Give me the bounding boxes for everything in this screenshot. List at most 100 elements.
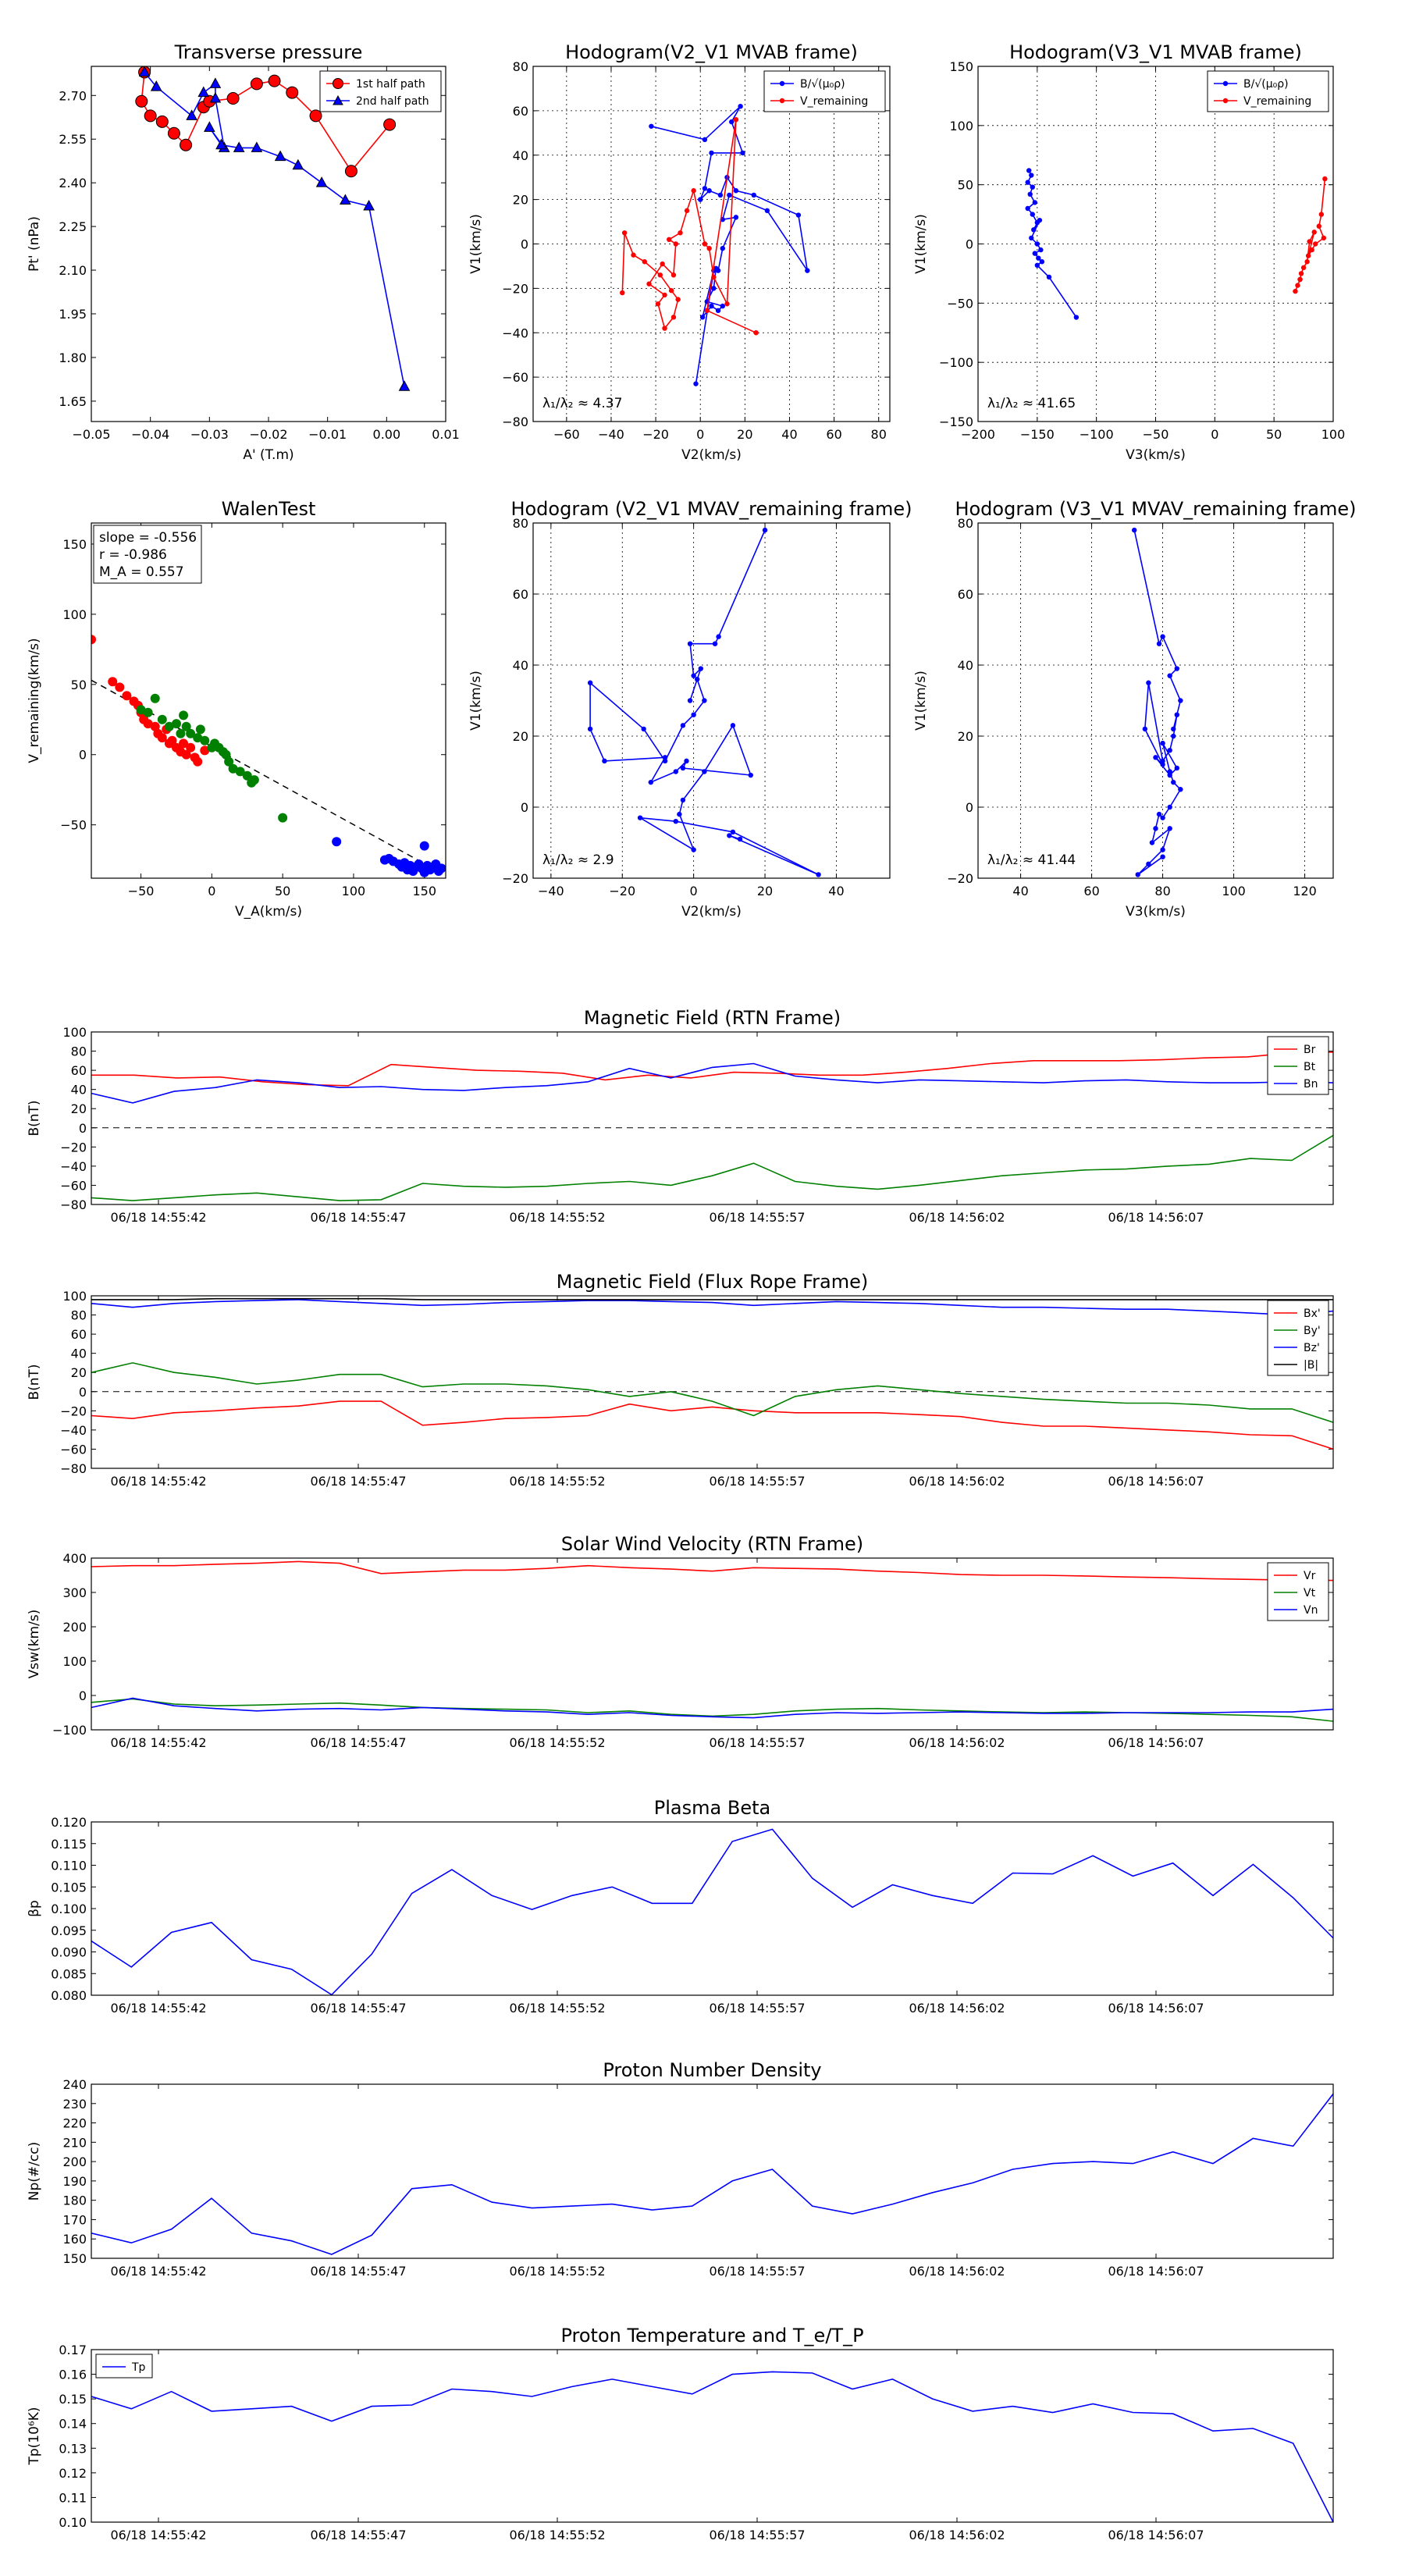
data-point (1167, 769, 1172, 774)
data-point (691, 847, 696, 852)
y-tick-label: 50 (958, 178, 973, 193)
y-tick-label: 0 (966, 800, 973, 815)
y-tick-label: 2.40 (59, 176, 87, 190)
legend-marker (1222, 80, 1229, 87)
axes-frame (977, 66, 1334, 422)
x-tick-label: 06/18 14:55:42 (110, 2528, 206, 2542)
data-point (1300, 265, 1307, 271)
plot-area (91, 1828, 1333, 1995)
x-tick-label: 06/18 14:56:02 (909, 2528, 1005, 2542)
data-point (436, 863, 446, 873)
x-tick-label: 06/18 14:56:02 (909, 1735, 1005, 1750)
stats-line: M_A = 0.557 (99, 564, 184, 580)
y-tick-label: 100 (62, 1289, 87, 1304)
x-tick-label: 100 (1222, 884, 1246, 898)
plot-area (91, 1297, 1333, 1450)
data-point (108, 677, 118, 687)
y-tick-label: 60 (958, 587, 973, 602)
chart-title: Magnetic Field (RTN Frame) (584, 1007, 841, 1029)
y-tick-label: 0.15 (59, 2392, 87, 2407)
data-point (1160, 854, 1165, 859)
y-tick-label: 0 (79, 1688, 87, 1703)
data-point (419, 841, 429, 851)
data-point (706, 245, 712, 251)
y-tick-label: 20 (958, 729, 973, 744)
eigenvalue-ratio: λ₁/λ₂ ≈ 41.44 (987, 852, 1076, 868)
data-point (720, 303, 725, 309)
data-point (363, 199, 375, 211)
data-point (646, 281, 652, 286)
data-point (150, 80, 162, 91)
data-point (221, 749, 231, 760)
transverse-pressure-panel: Transverse pressure 1.65 1.80 1.95 2.10 2.25 2… (27, 41, 460, 463)
data-point (1295, 283, 1300, 288)
data-point (180, 138, 193, 151)
x-tick-label: −20 (609, 884, 635, 898)
legend-label: Bn (1304, 1078, 1318, 1091)
data-point (1167, 804, 1172, 810)
data-point (662, 326, 667, 331)
data-point (711, 274, 717, 280)
x-tick-label: −50 (128, 884, 155, 898)
data-point (1156, 641, 1162, 646)
data-point (709, 150, 714, 156)
data-point (1171, 779, 1176, 785)
data-point (602, 758, 607, 764)
legend-label: 2nd half path (356, 95, 429, 108)
data-point (655, 301, 661, 307)
x-tick-label: −0.01 (308, 427, 347, 442)
x-tick-label: −60 (553, 427, 580, 442)
data-point (398, 380, 411, 391)
legend: Vr Vt Vn (1267, 1562, 1329, 1621)
x-tick-label: 06/18 14:55:52 (509, 1735, 605, 1750)
data-point (242, 770, 252, 781)
legend-label: Bz' (1304, 1342, 1320, 1354)
data-point (1174, 712, 1180, 717)
x-axis-label: A' (T.m) (243, 447, 293, 463)
axes-frame (91, 66, 446, 422)
data-point (702, 137, 708, 143)
legend-label: Br (1304, 1044, 1316, 1056)
legend-label: 1st half path (356, 78, 425, 91)
eigenvalue-ratio: λ₁/λ₂ ≈ 4.37 (542, 396, 622, 411)
x-tick-label: 120 (1293, 884, 1317, 898)
data-point (1146, 680, 1151, 685)
x-tick-label: 06/18 14:55:57 (709, 1735, 805, 1750)
data-point (143, 707, 153, 717)
data-point (1029, 173, 1034, 178)
y-tick-label: 0 (966, 237, 973, 252)
y-tick-label: 80 (513, 59, 528, 74)
y-tick-label: −60 (502, 370, 528, 385)
data-point (1322, 176, 1328, 182)
data-point (662, 755, 668, 760)
legend-label: Bt (1304, 1061, 1316, 1073)
data-point (1027, 191, 1033, 197)
data-point (186, 742, 196, 753)
y-tick-label: 0.085 (51, 1966, 87, 1981)
x-tick-label: 06/18 14:55:42 (110, 1474, 206, 1489)
chart-title: Hodogram (V2_V1 MVAV_remaining frame) (510, 498, 912, 520)
x-tick-label: 0 (1211, 427, 1218, 442)
chart-title: Transverse pressure (174, 41, 363, 63)
data-point (667, 237, 672, 243)
y-tick-label: 2.25 (59, 219, 87, 234)
data-point (684, 758, 689, 764)
data-point (150, 721, 160, 731)
x-tick-label: 06/18 14:55:42 (110, 2001, 206, 2016)
x-tick-label: 60 (826, 427, 841, 442)
y-tick-label: 150 (62, 537, 87, 552)
y-tick-label: 80 (71, 1308, 87, 1323)
x-tick-label: 0 (690, 884, 698, 898)
axes-frame (91, 1557, 1334, 1731)
y-tick-label: 20 (71, 1365, 87, 1380)
data-point (687, 641, 693, 646)
y-axis-label: V1(km/s) (913, 214, 929, 274)
data-point (1160, 815, 1165, 820)
legend-marker (1222, 98, 1229, 104)
hodogram-v3-v1-mvab-panel: Hodogram(V3_V1 MVAB frame) −150 −100 −50 0 50… (913, 41, 1345, 463)
data-point (235, 767, 245, 777)
data-point (1307, 239, 1312, 244)
magnetic-field-rtn-panel: Magnetic Field (RTN Frame) −80 −60 −40 −20 0 2… (27, 1007, 1334, 1225)
y-axis-label: V1(km/s) (468, 671, 484, 731)
x-tick-label: −0.05 (72, 427, 110, 442)
